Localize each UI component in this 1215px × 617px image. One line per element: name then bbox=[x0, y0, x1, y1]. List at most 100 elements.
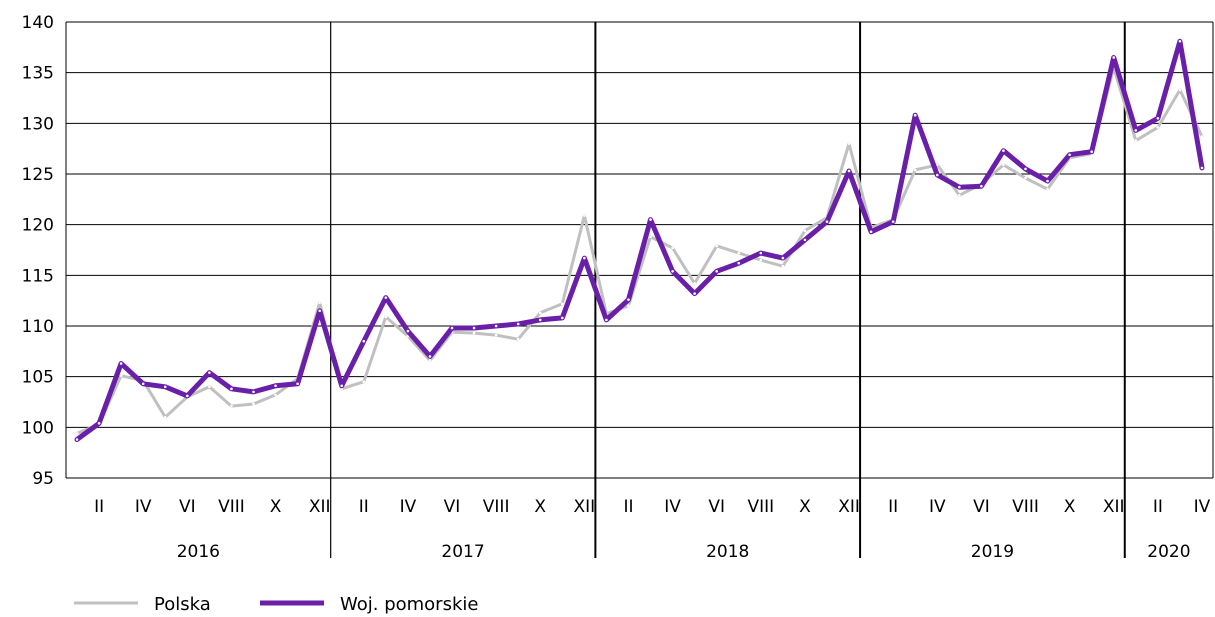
data-point bbox=[781, 264, 785, 268]
data-point bbox=[1046, 187, 1049, 191]
y-tick-label: 120 bbox=[22, 216, 54, 236]
x-tick-label: X bbox=[534, 497, 546, 517]
data-point bbox=[759, 251, 763, 255]
data-point bbox=[1134, 139, 1138, 142]
data-point bbox=[803, 238, 807, 242]
y-tick-label: 125 bbox=[22, 165, 54, 185]
legend-label: Polska bbox=[154, 594, 211, 615]
y-tick-label: 110 bbox=[22, 317, 54, 337]
data-point bbox=[119, 362, 123, 365]
y-tick-label: 130 bbox=[22, 114, 54, 134]
data-point bbox=[671, 246, 674, 250]
data-point bbox=[847, 169, 851, 173]
data-point bbox=[97, 421, 101, 425]
data-point bbox=[1068, 153, 1071, 157]
data-point bbox=[75, 438, 79, 441]
x-tick-label: II bbox=[359, 497, 369, 517]
data-point bbox=[186, 394, 189, 398]
data-point bbox=[935, 163, 939, 167]
data-point bbox=[693, 282, 696, 285]
x-tick-label: VI bbox=[973, 497, 990, 517]
y-tick-label: 140 bbox=[22, 13, 54, 33]
y-tick-label: 100 bbox=[22, 418, 54, 438]
data-point bbox=[1178, 88, 1182, 92]
data-point bbox=[208, 371, 211, 374]
data-point bbox=[340, 384, 344, 388]
x-tick-label: XII bbox=[574, 497, 596, 517]
data-point bbox=[958, 193, 961, 197]
data-point bbox=[362, 380, 366, 384]
data-point bbox=[230, 387, 233, 391]
data-point bbox=[913, 113, 917, 117]
data-point bbox=[318, 309, 321, 313]
x-tick-label: IV bbox=[929, 497, 946, 517]
series-lines bbox=[74, 38, 1205, 442]
data-point bbox=[494, 324, 498, 328]
data-point bbox=[1024, 167, 1027, 171]
data-point bbox=[538, 311, 542, 315]
x-tick-label: II bbox=[1153, 497, 1163, 517]
data-point bbox=[163, 385, 167, 389]
data-point bbox=[230, 404, 233, 408]
data-point bbox=[958, 185, 961, 189]
data-point bbox=[163, 415, 167, 419]
x-tick-label: IV bbox=[664, 497, 681, 517]
data-point bbox=[384, 296, 388, 299]
data-point bbox=[737, 251, 741, 255]
gridlines bbox=[65, 21, 1214, 558]
data-point bbox=[362, 339, 366, 343]
y-tick-label: 105 bbox=[22, 368, 54, 388]
data-point bbox=[980, 184, 983, 188]
x-tick-label: II bbox=[94, 497, 104, 517]
data-point bbox=[252, 390, 255, 394]
data-point bbox=[825, 220, 829, 223]
data-point bbox=[274, 393, 277, 397]
x-tick-label: IV bbox=[1194, 497, 1211, 517]
data-point bbox=[472, 326, 476, 330]
data-point bbox=[384, 315, 388, 319]
x-tick-label: X bbox=[1064, 497, 1076, 517]
x-tick-label: X bbox=[799, 497, 811, 517]
data-point bbox=[560, 302, 564, 306]
x-tick-label: X bbox=[270, 497, 282, 517]
legend-label: Woj. pomorskie bbox=[340, 594, 478, 615]
year-label-2020: 2020 bbox=[1147, 542, 1190, 562]
x-tick-label: VIII bbox=[747, 497, 774, 517]
data-point bbox=[1200, 135, 1204, 138]
data-point bbox=[1112, 56, 1116, 59]
x-tick-label: VIII bbox=[1012, 497, 1039, 517]
data-point bbox=[803, 229, 807, 233]
data-point bbox=[1002, 149, 1005, 152]
data-point bbox=[1134, 129, 1138, 132]
data-point bbox=[274, 384, 277, 388]
data-point bbox=[847, 142, 851, 145]
data-point bbox=[494, 333, 498, 337]
x-tick-label: XII bbox=[1103, 497, 1125, 517]
data-point bbox=[1156, 126, 1160, 129]
x-tick-label: XII bbox=[838, 497, 860, 517]
data-point bbox=[472, 331, 476, 335]
data-point bbox=[1156, 116, 1160, 120]
data-point bbox=[891, 220, 895, 223]
data-point bbox=[627, 298, 630, 301]
x-tick-label: XII bbox=[309, 497, 331, 517]
data-point bbox=[318, 301, 321, 304]
data-point bbox=[627, 304, 630, 308]
data-point bbox=[1024, 176, 1027, 180]
year-label-2017: 2017 bbox=[441, 542, 484, 562]
data-point bbox=[516, 337, 520, 341]
x-tick-label: VIII bbox=[483, 497, 510, 517]
x-tick-label: VIII bbox=[218, 497, 245, 517]
x-tick-label: II bbox=[623, 497, 633, 517]
data-point bbox=[869, 230, 873, 234]
data-point bbox=[583, 214, 586, 217]
data-point bbox=[737, 261, 741, 265]
legend: Polska Woj. pomorskie bbox=[74, 594, 478, 615]
data-point bbox=[715, 244, 719, 248]
data-point bbox=[560, 316, 564, 320]
data-point bbox=[75, 432, 79, 435]
year-label-2016: 2016 bbox=[177, 542, 220, 562]
data-point bbox=[1046, 179, 1049, 183]
y-axis: 95 100 105 110 115 120 125 130 135 140 bbox=[22, 13, 54, 489]
